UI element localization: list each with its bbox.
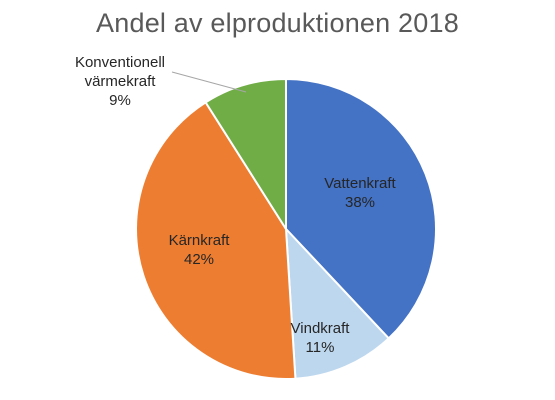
chart-title: Andel av elproduktionen 2018 (96, 8, 459, 38)
pie-slice-vindkraft (284, 226, 391, 380)
data-label-karnkraft: Kärnkraft 42% (169, 232, 231, 268)
leader-line-konventionell-varmekraft (171, 71, 247, 93)
pie-slice-konventionell-varmekraft (204, 77, 287, 233)
pie-slices (135, 77, 437, 380)
data-label-konventionell-varmekraft: Konventionell värmekraft 9% (75, 54, 165, 109)
data-labels: Vattenkraft 38% Vindkraft 11% Kärnkraft 42% Ko… (75, 54, 397, 356)
pie-slice-karnkraft (135, 100, 297, 380)
pie-slice-vattenkraft (285, 77, 437, 340)
data-label-vindkraft: Vindkraft 11% (291, 320, 351, 356)
leader-lines (171, 71, 247, 93)
data-label-vattenkraft: Vattenkraft 38% (324, 175, 396, 211)
